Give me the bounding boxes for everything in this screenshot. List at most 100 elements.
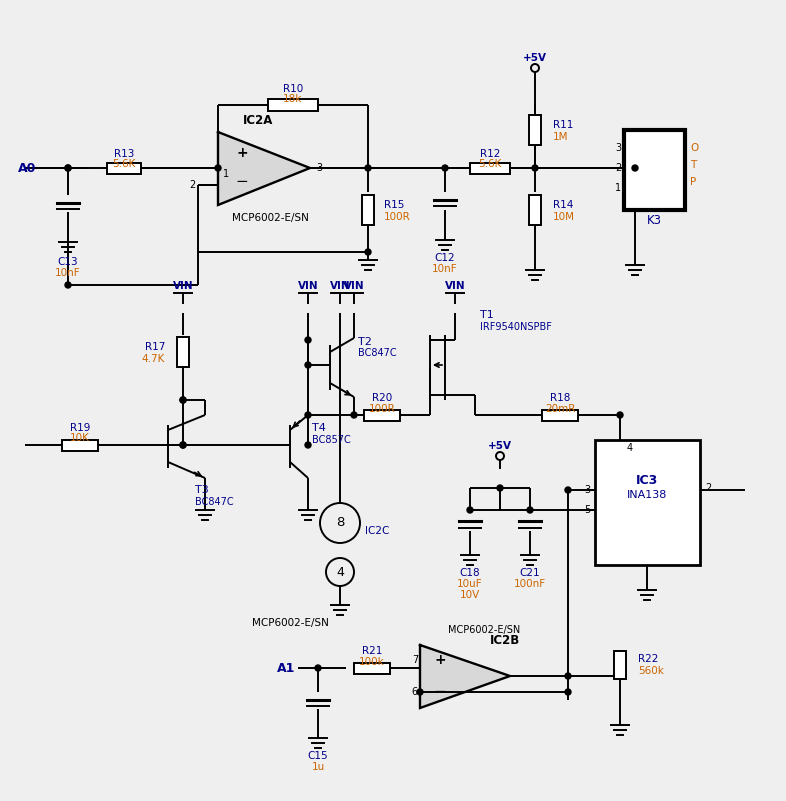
Text: 1M: 1M	[553, 132, 568, 142]
Text: 18k: 18k	[283, 94, 303, 104]
Polygon shape	[218, 132, 310, 205]
Circle shape	[467, 507, 473, 513]
Circle shape	[365, 165, 371, 171]
Text: R13: R13	[114, 149, 134, 159]
Circle shape	[565, 487, 571, 493]
Circle shape	[65, 282, 71, 288]
Text: IC3: IC3	[636, 473, 658, 486]
Text: 560k: 560k	[638, 666, 664, 676]
Text: T2: T2	[358, 337, 372, 347]
Bar	[529, 195, 541, 225]
Text: 8: 8	[336, 517, 344, 529]
Text: INA138: INA138	[626, 490, 667, 500]
Text: 10K: 10K	[70, 433, 90, 443]
Circle shape	[527, 507, 533, 513]
Text: R22: R22	[638, 654, 659, 664]
Circle shape	[417, 689, 423, 695]
Text: VIN: VIN	[329, 281, 351, 291]
Text: T: T	[690, 160, 696, 170]
Circle shape	[180, 397, 186, 403]
Circle shape	[180, 397, 186, 403]
Circle shape	[632, 165, 638, 171]
Circle shape	[532, 165, 538, 171]
Polygon shape	[420, 645, 510, 708]
Text: VIN: VIN	[298, 281, 318, 291]
Text: 7: 7	[412, 655, 418, 665]
Text: R12: R12	[479, 149, 500, 159]
Circle shape	[305, 442, 311, 448]
Text: VIN: VIN	[445, 281, 465, 291]
Text: 2: 2	[189, 180, 195, 190]
Text: 10uF: 10uF	[457, 579, 483, 589]
Bar	[62, 440, 98, 450]
Text: P: P	[690, 177, 696, 187]
Text: 100R: 100R	[369, 404, 395, 414]
Text: R11: R11	[553, 120, 573, 130]
Text: C18: C18	[460, 568, 480, 578]
Text: C13: C13	[57, 257, 79, 267]
Bar	[364, 409, 400, 421]
Circle shape	[305, 362, 311, 368]
Text: IC2A: IC2A	[243, 114, 274, 127]
Text: 4.7K: 4.7K	[141, 354, 165, 364]
Text: R21: R21	[362, 646, 382, 656]
Text: 3: 3	[316, 163, 322, 173]
Text: 5.6K: 5.6K	[479, 159, 501, 169]
Text: C15: C15	[307, 751, 329, 761]
Circle shape	[65, 165, 71, 171]
Text: 10V: 10V	[460, 590, 480, 600]
Text: BC847C: BC847C	[195, 497, 233, 507]
Text: +: +	[434, 653, 446, 667]
Text: 10nF: 10nF	[432, 264, 457, 274]
Circle shape	[497, 485, 503, 491]
Circle shape	[215, 165, 221, 171]
Bar	[542, 409, 578, 421]
Text: 10nF: 10nF	[55, 268, 81, 278]
Text: 6: 6	[412, 687, 418, 697]
Text: T3: T3	[195, 485, 209, 495]
Text: 4: 4	[627, 443, 634, 453]
Text: R17: R17	[145, 342, 165, 352]
Circle shape	[442, 165, 448, 171]
Circle shape	[180, 442, 186, 448]
Text: R18: R18	[550, 393, 570, 403]
Bar	[470, 163, 510, 174]
Text: K3: K3	[647, 214, 662, 227]
Text: 3: 3	[615, 143, 621, 153]
Text: MCP6002-E/SN: MCP6002-E/SN	[448, 625, 520, 635]
Text: R20: R20	[372, 393, 392, 403]
Text: 100k: 100k	[359, 657, 385, 667]
Text: 20mR: 20mR	[545, 404, 575, 414]
Text: 10M: 10M	[553, 212, 575, 222]
Text: −: −	[236, 175, 248, 190]
Bar	[107, 163, 141, 174]
Text: BC857C: BC857C	[312, 435, 351, 445]
Text: IC2B: IC2B	[490, 634, 520, 646]
Text: 5: 5	[584, 505, 590, 515]
Text: 4: 4	[336, 566, 344, 578]
Text: A1: A1	[277, 662, 295, 674]
Bar	[362, 195, 374, 225]
Text: 2: 2	[705, 483, 711, 493]
Text: 1u: 1u	[311, 762, 325, 772]
Text: R19: R19	[70, 423, 90, 433]
Text: VIN: VIN	[343, 281, 365, 291]
Bar	[268, 99, 318, 111]
Circle shape	[305, 412, 311, 418]
Text: R10: R10	[283, 84, 303, 94]
Text: 1: 1	[223, 169, 230, 179]
Text: 3: 3	[584, 485, 590, 495]
Circle shape	[365, 249, 371, 255]
Text: +5V: +5V	[488, 441, 512, 451]
Text: 1: 1	[615, 183, 621, 193]
Text: −: −	[434, 685, 446, 699]
Text: O: O	[690, 143, 698, 153]
Circle shape	[305, 337, 311, 343]
Text: IC2C: IC2C	[365, 526, 389, 536]
Text: C12: C12	[435, 253, 455, 263]
Text: T1: T1	[480, 310, 494, 320]
Text: MCP6002-E/SN: MCP6002-E/SN	[252, 618, 329, 628]
Text: T4: T4	[312, 423, 326, 433]
Circle shape	[565, 689, 571, 695]
Text: BC847C: BC847C	[358, 348, 397, 358]
